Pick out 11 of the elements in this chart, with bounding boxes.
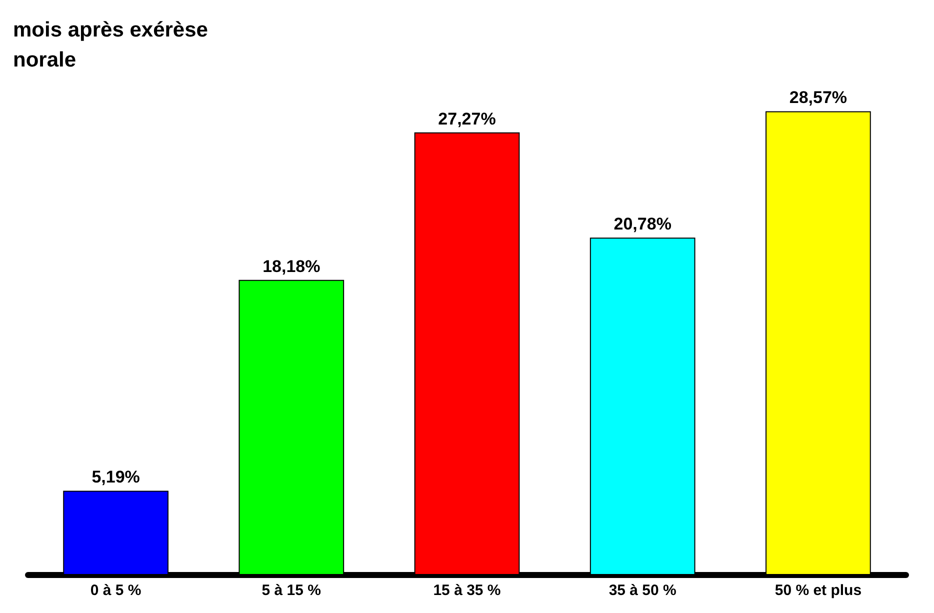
chart-title: mois après exérèse norale (13, 18, 208, 72)
x-tick-label: 35 à 50 % (608, 582, 676, 599)
data-label: 28,57% (789, 88, 848, 108)
data-label: 18,18% (262, 256, 320, 276)
x-tick-label: 15 à 35 % (433, 582, 501, 599)
x-tick-label: 0 à 5 % (90, 582, 142, 599)
x-tick-label: 5 à 15 % (262, 582, 322, 599)
data-label: 5,19% (92, 468, 140, 487)
x-tick-label: 50 % et plus (774, 582, 862, 599)
data-label: 20,78% (614, 214, 672, 234)
data-label: 27,27% (438, 109, 496, 128)
